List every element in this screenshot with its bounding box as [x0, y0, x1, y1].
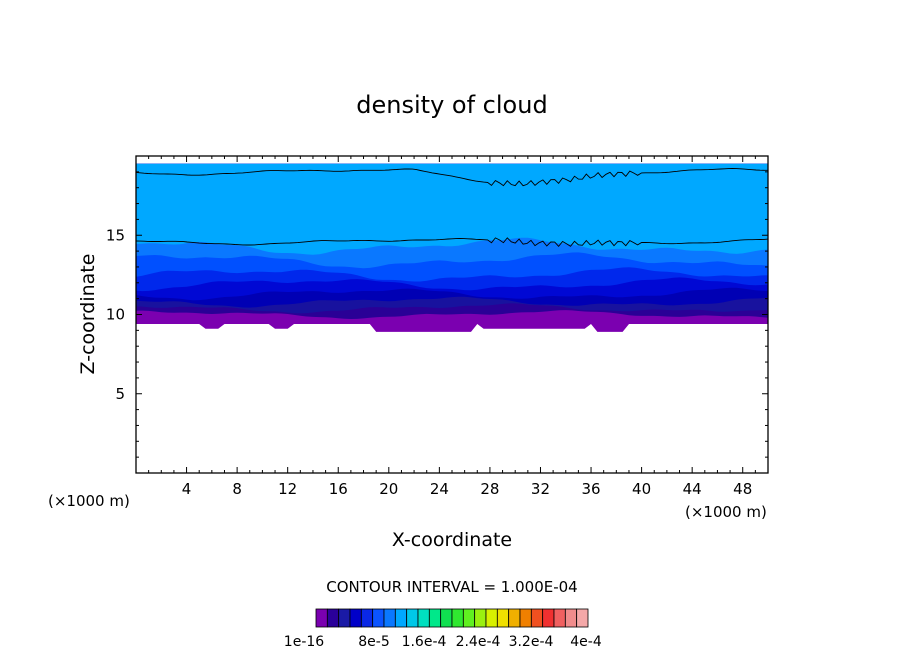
x-tick-label: 20 — [379, 480, 398, 498]
y-tick-label: 10 — [106, 306, 125, 324]
contour-lines — [135, 168, 769, 247]
colorbar-swatch — [474, 608, 487, 628]
colorbar-labels: 1e-16 8e-5 1.6e-4 2.4e-4 3.2e-4 4e-4 — [284, 634, 602, 650]
colorbar-swatch — [372, 608, 385, 628]
colorbar-swatch — [451, 608, 464, 628]
colorbar-swatch — [360, 608, 374, 628]
colorbar-swatch — [553, 608, 566, 628]
colorbar-swatch — [326, 608, 340, 628]
contour-interval-label: CONTOUR INTERVAL = 1.000E-04 — [326, 578, 577, 596]
colorbar-swatch — [564, 608, 578, 628]
colorbar-swatch — [485, 608, 498, 628]
x-tick-label: 12 — [278, 480, 297, 498]
contour-line-1 — [135, 237, 769, 247]
colorbar-swatch — [496, 608, 510, 628]
colorbar-label: 4e-4 — [570, 634, 602, 650]
colorbar — [315, 608, 589, 628]
colorbar-swatch — [508, 608, 521, 628]
x-tick-label: 28 — [480, 480, 499, 498]
x-tick-label: 32 — [531, 480, 550, 498]
colorbar-swatch — [349, 608, 362, 628]
x-tick-label: 48 — [733, 480, 752, 498]
y-tick-label: 5 — [115, 385, 125, 403]
density-layer-9 — [136, 163, 768, 255]
colorbar-swatch — [406, 608, 419, 628]
colorbar-label: 1e-16 — [284, 634, 324, 650]
colorbar-swatch — [519, 608, 532, 628]
contour-line-2 — [135, 168, 768, 187]
colorbar-label: 2.4e-4 — [456, 634, 501, 650]
y-tick-label: 15 — [106, 226, 125, 244]
x-tick-label: 4 — [182, 480, 192, 498]
x-tick-label: 16 — [329, 480, 348, 498]
chart-title: density of cloud — [356, 91, 547, 119]
x-unit-label-right: (×1000 m) — [685, 503, 767, 521]
colorbar-label: 1.6e-4 — [402, 634, 447, 650]
colorbar-swatch — [338, 608, 351, 628]
colorbar-swatch — [576, 608, 589, 628]
colorbar-swatch — [383, 608, 396, 628]
y-axis-label: Z-coordinate — [77, 254, 99, 375]
x-tick-label: 36 — [581, 480, 600, 498]
colorbar-swatch — [428, 608, 442, 628]
colorbar-label: 3.2e-4 — [509, 634, 554, 650]
colorbar-swatch — [462, 608, 476, 628]
colorbar-swatch — [315, 608, 328, 628]
colorbar-swatch — [530, 608, 544, 628]
x-tick-label: 44 — [683, 480, 702, 498]
cloud-density-fill-layers — [136, 163, 768, 332]
colorbar-swatch — [542, 608, 555, 628]
colorbar-label: 8e-5 — [358, 634, 389, 650]
x-tick-label: 24 — [430, 480, 449, 498]
x-tick-label: 40 — [632, 480, 651, 498]
x-tick-label: 8 — [232, 480, 242, 498]
colorbar-swatch — [440, 608, 453, 628]
colorbar-swatch — [394, 608, 408, 628]
x-axis-label: X-coordinate — [392, 529, 512, 551]
colorbar-swatch — [417, 608, 430, 628]
x-unit-label-left: (×1000 m) — [48, 492, 130, 510]
